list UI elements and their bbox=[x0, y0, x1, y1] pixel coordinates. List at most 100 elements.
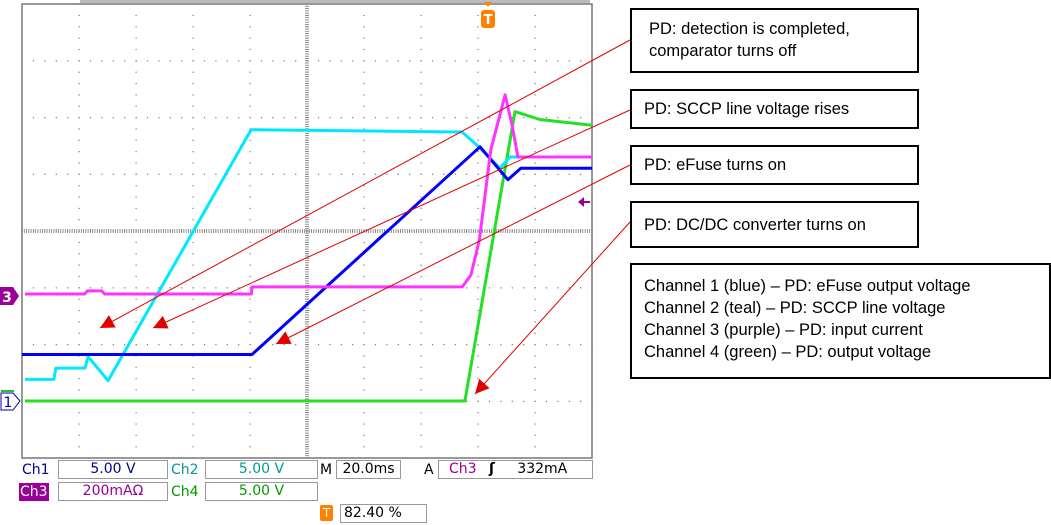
grid-dot bbox=[101, 344, 103, 346]
grid-dot bbox=[580, 400, 582, 402]
grid-dot bbox=[158, 60, 160, 62]
grid-dot bbox=[477, 287, 479, 289]
grid-dot bbox=[135, 82, 137, 85]
grid-dot bbox=[78, 162, 80, 164]
grid-dot bbox=[112, 60, 114, 62]
grid-dot bbox=[124, 60, 126, 62]
annotation-sccp-rises: PD: SCCP line voltage rises bbox=[630, 89, 919, 129]
grid-dot bbox=[78, 14, 80, 17]
trigger-settings[interactable]: Ch3 ʃ 332mA bbox=[438, 460, 593, 479]
trigger-source: Ch3 bbox=[449, 461, 477, 477]
ch3-label[interactable]: Ch3 bbox=[19, 483, 49, 501]
grid-dot bbox=[283, 344, 285, 346]
ch2-scale[interactable]: 5.00 V bbox=[205, 460, 318, 479]
grid-dot bbox=[78, 332, 80, 334]
grid-dot bbox=[135, 275, 137, 278]
grid-dot bbox=[420, 332, 422, 334]
grid-dot bbox=[135, 173, 137, 175]
grid-dot bbox=[169, 344, 171, 346]
grid-dot bbox=[477, 139, 479, 141]
ch3-ground-marker[interactable]: 3 bbox=[0, 287, 19, 306]
grid-dot bbox=[420, 321, 422, 323]
timebase-value[interactable]: 20.0ms bbox=[336, 460, 401, 479]
ch1-label[interactable]: Ch1 bbox=[22, 462, 50, 478]
grid-dot bbox=[192, 219, 194, 221]
grid-dot bbox=[192, 287, 194, 289]
grid-dot bbox=[146, 344, 149, 346]
grid-dot bbox=[89, 173, 92, 175]
grid-dot bbox=[580, 60, 582, 62]
grid-dot bbox=[363, 241, 365, 244]
arrowhead-icon bbox=[153, 315, 169, 329]
grid-dot bbox=[78, 139, 80, 141]
grid-dot bbox=[135, 26, 137, 28]
grid-dot bbox=[488, 400, 491, 402]
grid-dot bbox=[249, 264, 251, 266]
grid-dot bbox=[431, 344, 434, 346]
grid-dot bbox=[557, 287, 559, 289]
ch1-ground-marker[interactable]: 1 bbox=[0, 390, 21, 411]
grid-dot bbox=[523, 344, 525, 346]
grid-dot bbox=[135, 241, 137, 244]
grid-dot bbox=[420, 196, 422, 198]
grid-dot bbox=[363, 366, 365, 368]
grid-dot bbox=[78, 412, 80, 414]
grid-dot bbox=[135, 378, 137, 380]
grid-dot bbox=[329, 344, 331, 346]
grid-dot bbox=[545, 117, 548, 119]
grid-dot bbox=[534, 128, 536, 130]
grid-dot bbox=[192, 412, 194, 414]
grid-dot bbox=[477, 344, 479, 346]
grid-dot bbox=[215, 344, 217, 346]
grid-dot bbox=[363, 128, 365, 130]
channel-legend: Channel 1 (blue) – PD: eFuse output volt… bbox=[630, 263, 1051, 379]
grid-dot bbox=[135, 139, 137, 141]
grid-dot bbox=[477, 298, 479, 300]
grid-dot bbox=[363, 151, 365, 153]
grid-dot bbox=[283, 60, 285, 62]
grid-dot bbox=[78, 219, 80, 221]
grid-dot bbox=[352, 173, 354, 175]
grid-dot bbox=[488, 117, 491, 119]
grid-dot bbox=[511, 287, 513, 289]
grid-dot bbox=[545, 173, 548, 175]
grid-dot bbox=[295, 173, 297, 175]
grid-dot bbox=[249, 139, 251, 141]
grid-dot bbox=[568, 344, 570, 346]
grid-dot bbox=[409, 344, 411, 346]
grid-dot bbox=[249, 366, 251, 368]
grid-dot bbox=[523, 173, 525, 175]
grid-dot bbox=[420, 94, 422, 96]
grid-dot bbox=[477, 309, 479, 312]
annotation-arrow-line bbox=[474, 221, 631, 395]
grid-dot bbox=[260, 60, 263, 62]
grid-dot bbox=[146, 60, 149, 62]
grid-dot bbox=[249, 378, 251, 380]
grid-dot bbox=[329, 60, 331, 62]
ch3-scale[interactable]: 200mAΩ bbox=[58, 482, 168, 501]
ch1-scale[interactable]: 5.00 V bbox=[58, 460, 168, 479]
ch4-label[interactable]: Ch4 bbox=[171, 484, 199, 500]
grid-dot bbox=[192, 37, 194, 39]
ch4-scale[interactable]: 5.00 V bbox=[205, 482, 318, 501]
grid-dot bbox=[192, 298, 194, 300]
grid-dot bbox=[443, 60, 445, 62]
grid-dot bbox=[477, 434, 479, 436]
grid-dot bbox=[386, 117, 388, 119]
annotation-dcdc-on: PD: DC/DC converter turns on bbox=[630, 201, 919, 248]
trigger-position-value[interactable]: 82.40 % bbox=[340, 504, 427, 523]
grid-dot bbox=[420, 71, 422, 73]
grid-dot bbox=[500, 287, 502, 289]
grid-dot bbox=[363, 71, 365, 73]
grid-dot bbox=[363, 207, 365, 209]
grid-dot bbox=[420, 434, 422, 436]
grid-dot bbox=[420, 128, 422, 130]
grid-dot bbox=[363, 139, 365, 141]
trigger-level-marker[interactable] bbox=[578, 197, 590, 207]
screen-border bbox=[21, 3, 593, 459]
grid-dot bbox=[523, 60, 525, 62]
grid-dot bbox=[192, 207, 194, 209]
grid-dot bbox=[135, 434, 137, 436]
grid-dot bbox=[466, 117, 468, 119]
ch2-label[interactable]: Ch2 bbox=[171, 462, 199, 478]
